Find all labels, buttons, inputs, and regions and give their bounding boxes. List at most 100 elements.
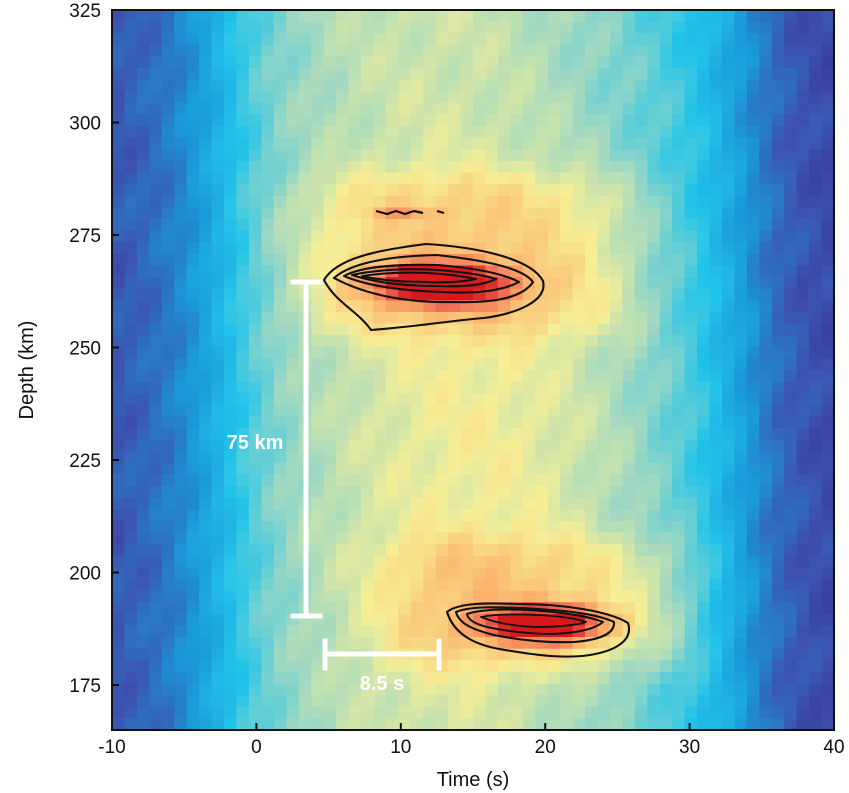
heatmap-cell xyxy=(709,648,723,661)
heatmap-cell xyxy=(497,44,511,57)
heatmap-cell xyxy=(398,428,412,441)
heatmap-cell xyxy=(796,44,810,57)
heatmap-cell xyxy=(174,532,188,545)
heatmap-cell xyxy=(560,33,573,46)
heatmap-cell xyxy=(609,718,623,730)
heatmap-cell xyxy=(609,370,623,382)
heatmap-cell xyxy=(647,323,661,336)
heatmap-cell xyxy=(821,520,834,533)
heatmap-cell xyxy=(634,207,648,220)
heatmap-cell xyxy=(360,590,374,603)
heatmap-cell xyxy=(622,497,636,510)
heatmap-cell xyxy=(497,428,511,441)
heatmap-cell xyxy=(572,102,586,115)
heatmap-cell xyxy=(510,486,524,499)
heatmap-cell xyxy=(721,79,735,92)
heatmap-cell xyxy=(746,486,760,499)
heatmap-cell xyxy=(634,184,648,197)
heatmap-cell xyxy=(435,637,449,650)
heatmap-cell xyxy=(709,416,723,429)
heatmap-cell xyxy=(174,335,188,348)
heatmap-cell xyxy=(634,230,648,243)
heatmap-cell xyxy=(186,10,200,22)
heatmap-cell xyxy=(597,625,611,638)
heatmap-cell xyxy=(609,486,623,499)
heatmap-cell xyxy=(236,44,250,57)
heatmap-cell xyxy=(448,462,461,475)
heatmap-cell xyxy=(684,102,698,115)
heatmap-cell xyxy=(535,33,549,46)
heatmap-cell xyxy=(535,718,549,730)
heatmap-cell xyxy=(261,404,275,417)
heatmap-cell xyxy=(348,718,362,730)
heatmap-cell xyxy=(684,695,698,708)
heatmap-cell xyxy=(199,718,212,730)
heatmap-cell xyxy=(809,33,822,46)
heatmap-cell xyxy=(311,613,324,626)
heatmap-cell xyxy=(771,625,785,638)
heatmap-cell xyxy=(734,91,748,104)
heatmap-cell xyxy=(448,335,461,348)
heatmap-cell xyxy=(161,497,175,510)
heatmap-cell xyxy=(809,579,822,591)
heatmap-cell xyxy=(261,660,275,673)
contour-lower-level-2 xyxy=(454,606,616,644)
heatmap-cell xyxy=(759,532,773,545)
heatmap-cell xyxy=(286,114,300,127)
heatmap-cell xyxy=(273,474,287,487)
heatmap-cell xyxy=(298,253,312,266)
heatmap-cell xyxy=(585,195,598,208)
heatmap-cell xyxy=(535,462,549,475)
heatmap-cell xyxy=(261,509,275,522)
heatmap-cell xyxy=(473,393,486,406)
heatmap-cell xyxy=(634,172,648,185)
heatmap-cell xyxy=(348,428,362,441)
heatmap-cell xyxy=(572,462,586,475)
heatmap-cell xyxy=(261,602,275,615)
heatmap-cell xyxy=(784,602,798,615)
heatmap-cell xyxy=(410,172,424,185)
heatmap-cell xyxy=(485,277,499,290)
heatmap-cell xyxy=(759,393,773,406)
heatmap-cell xyxy=(547,648,561,661)
heatmap-cell xyxy=(224,451,237,464)
heatmap-cell xyxy=(759,288,773,301)
heatmap-cell xyxy=(535,381,549,394)
heatmap-cell xyxy=(385,579,399,591)
heatmap-cell xyxy=(448,184,461,197)
heatmap-cell xyxy=(286,184,300,197)
heatmap-cell xyxy=(485,253,499,266)
heatmap-cell xyxy=(734,393,748,406)
heatmap-cell xyxy=(149,184,163,197)
heatmap-cell xyxy=(410,579,424,591)
heatmap-cell xyxy=(746,91,760,104)
heatmap-cell xyxy=(809,637,822,650)
heatmap-cell xyxy=(721,300,735,313)
heatmap-cell xyxy=(821,509,834,522)
heatmap-cell xyxy=(286,311,300,324)
heatmap-cell xyxy=(622,509,636,522)
heatmap-cell xyxy=(809,381,822,394)
heatmap-cell xyxy=(585,555,598,568)
heatmap-cell xyxy=(609,544,623,557)
heatmap-cell xyxy=(236,462,250,475)
heatmap-cell xyxy=(547,358,561,371)
heatmap-cell xyxy=(821,300,834,313)
heatmap-cell xyxy=(261,532,275,545)
heatmap-cell xyxy=(585,474,598,487)
heatmap-cell xyxy=(149,126,163,139)
heatmap-cell xyxy=(460,91,474,104)
heatmap-cell xyxy=(522,323,536,336)
heatmap-cell xyxy=(423,160,437,173)
heatmap-cell xyxy=(149,149,163,162)
heatmap-cell xyxy=(809,230,822,243)
heatmap-cell xyxy=(286,555,300,568)
heatmap-cell xyxy=(161,648,175,661)
heatmap-cell xyxy=(809,370,822,382)
heatmap-cell xyxy=(373,474,387,487)
heatmap-cell xyxy=(497,497,511,510)
heatmap-cell xyxy=(510,358,524,371)
heatmap-cell xyxy=(323,706,337,719)
heatmap-cell xyxy=(336,91,349,104)
heatmap-cell xyxy=(771,602,785,615)
